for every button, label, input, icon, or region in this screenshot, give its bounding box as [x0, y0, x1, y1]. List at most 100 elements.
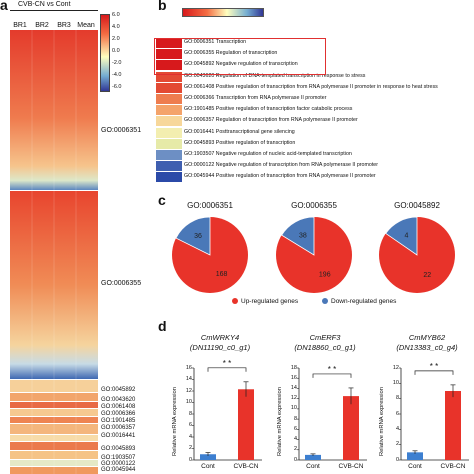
y-tick-label: 0	[293, 456, 297, 463]
x-tick-label: Cont	[408, 463, 422, 470]
panel-d-label: d	[158, 318, 167, 334]
go-term-label: GO:0043620 Regulation of DNA-templated t…	[184, 72, 366, 79]
go-term-row: GO:0006357 Regulation of transcription f…	[156, 116, 474, 127]
go-term-row: GO:0045944 Positive regulation of transc…	[156, 172, 474, 183]
go-label: GO:1903507	[101, 455, 136, 461]
significance-label: * *	[223, 359, 231, 368]
go-term-row: GO:0000122 Negative regulation of transc…	[156, 161, 474, 172]
y-tick-label: 4	[395, 425, 399, 432]
bar-chart-CmMYB62: * *	[399, 362, 469, 461]
pie-title: GO:0045892	[394, 201, 440, 210]
y-tick-label: 0	[395, 456, 399, 463]
gene-id: (DN18860_c0_g1)	[294, 343, 356, 352]
y-tick-label: 14	[185, 376, 192, 382]
pie-label-up: 196	[319, 272, 331, 279]
y-tick-label: 6	[395, 410, 399, 417]
go-term-label: GO:0000122 Negative regulation of transc…	[184, 162, 379, 169]
y-tick-label: 0	[188, 456, 192, 463]
gene-title: CmWRKY4	[200, 333, 240, 342]
scale-tick: -2.0	[112, 60, 122, 66]
go-enrichment-color-scale	[182, 8, 264, 17]
pie-label-down: 36	[194, 233, 202, 240]
go-term-row: GO:0016441 Posttranscriptional gene sile…	[156, 127, 474, 138]
y-tick-label: 2	[188, 445, 192, 451]
go-term-row: GO:1901485 Positive regulation of transc…	[156, 105, 474, 116]
y-tick-label: 2	[395, 441, 399, 448]
go-term-color-cell	[156, 38, 182, 48]
go-label: GO:0006351	[101, 127, 142, 134]
legend-down: Down-regulated genes	[322, 298, 396, 305]
column-header-br3: BR3	[57, 22, 71, 29]
significance-bracket	[414, 370, 454, 375]
heatmap-title: CVB-CN vs Cont	[18, 1, 71, 8]
go-term-row: GO:0061408 Positive regulation of transc…	[156, 82, 474, 93]
y-tick-label: 12	[392, 364, 399, 371]
y-tick-label: 12	[185, 387, 192, 394]
go-term-label: GO:0006366 Transcription from RNA polyme…	[184, 95, 327, 101]
significance-label: * *	[328, 365, 336, 374]
gene-title: CmMYB62	[408, 333, 446, 342]
y-tick-label: 4	[188, 433, 192, 440]
go-term-label: GO:0061408 Positive regulation of transc…	[184, 83, 438, 90]
pie-slice-down	[175, 216, 211, 256]
scale-tick: 0.0	[112, 48, 120, 54]
pie-label-up: 168	[216, 271, 228, 278]
bar-CVB-CN	[238, 389, 254, 460]
panel-b-label: b	[158, 0, 167, 13]
y-tick-label: 10	[392, 379, 399, 386]
bar-Cont	[407, 452, 423, 460]
go-term-color-cell	[156, 82, 182, 93]
go-term-label: GO:0045944 Positive regulation of transc…	[184, 173, 376, 180]
heatmap-color-scale	[100, 14, 110, 92]
go-term-label: GO:0006355 Regulation of transcription	[184, 50, 278, 57]
y-tick-label: 8	[395, 395, 399, 402]
go-term-row: GO:0045893 Positive regulation of transc…	[156, 138, 474, 149]
y-tick-label: 8	[188, 410, 192, 417]
pie-1: 38 196	[276, 216, 352, 293]
y-tick-label: 10	[290, 405, 297, 412]
go-term-color-cell	[156, 71, 182, 82]
legend-down-marker	[322, 298, 328, 304]
pie-slice-down	[281, 216, 315, 256]
scale-tick: -6.0	[112, 84, 122, 90]
bar-Cont	[305, 454, 321, 460]
go-term-color-cell	[156, 60, 182, 71]
significance-label: * *	[430, 362, 438, 371]
go-label: GO:0000122	[101, 461, 136, 467]
go-term-color-cell	[156, 127, 182, 138]
go-term-label: GO:0045892 Negative regulation of transc…	[184, 61, 298, 68]
x-tick-label: Cont	[306, 463, 320, 470]
gene-title: CmERF3	[309, 333, 341, 342]
go-label: GO:0045892	[101, 387, 136, 393]
y-tick-label: 14	[290, 384, 297, 391]
pie-label-down: 4	[404, 232, 408, 239]
x-tick-label: Cont	[201, 463, 215, 470]
panel-c-label: c	[158, 192, 166, 208]
go-label: GO:0045944	[101, 467, 136, 473]
gene-id: (DN11190_c0_g1)	[189, 343, 251, 352]
go-label: GO:0006357	[101, 425, 136, 431]
column-header-br1: BR1	[13, 22, 27, 29]
go-term-color-cell	[156, 105, 182, 116]
pie-title: GO:0006355	[291, 201, 337, 210]
legend-down-label: Down-regulated genes	[331, 298, 397, 305]
go-label: GO:0016441	[101, 433, 136, 439]
go-term-label: GO:0045893 Positive regulation of transc…	[184, 139, 296, 146]
y-tick-label: 8	[293, 415, 297, 422]
x-tick-label: CVB-CN	[338, 463, 364, 470]
y-tick-label: 18	[290, 364, 297, 371]
go-term-row: GO:0006355 Regulation of transcription	[156, 49, 474, 60]
go-term-color-cell	[156, 150, 182, 160]
x-tick-label: CVB-CN	[440, 463, 466, 470]
y-tick-label: 12	[290, 395, 297, 402]
bar-chart-CmWRKY4: * *	[192, 359, 262, 461]
go-label: GO:1901485	[101, 418, 136, 424]
significance-bracket	[312, 373, 352, 378]
pie-slice-down	[385, 216, 418, 256]
scale-tick: 2.0	[112, 36, 120, 42]
go-label: GO:0006355	[101, 280, 142, 287]
go-label: GO:0045893	[101, 446, 136, 452]
gene-id: (DN13383_c0_g4)	[396, 343, 458, 352]
heatmap-title-rule	[10, 10, 98, 11]
scale-tick: 6.0	[112, 12, 120, 18]
